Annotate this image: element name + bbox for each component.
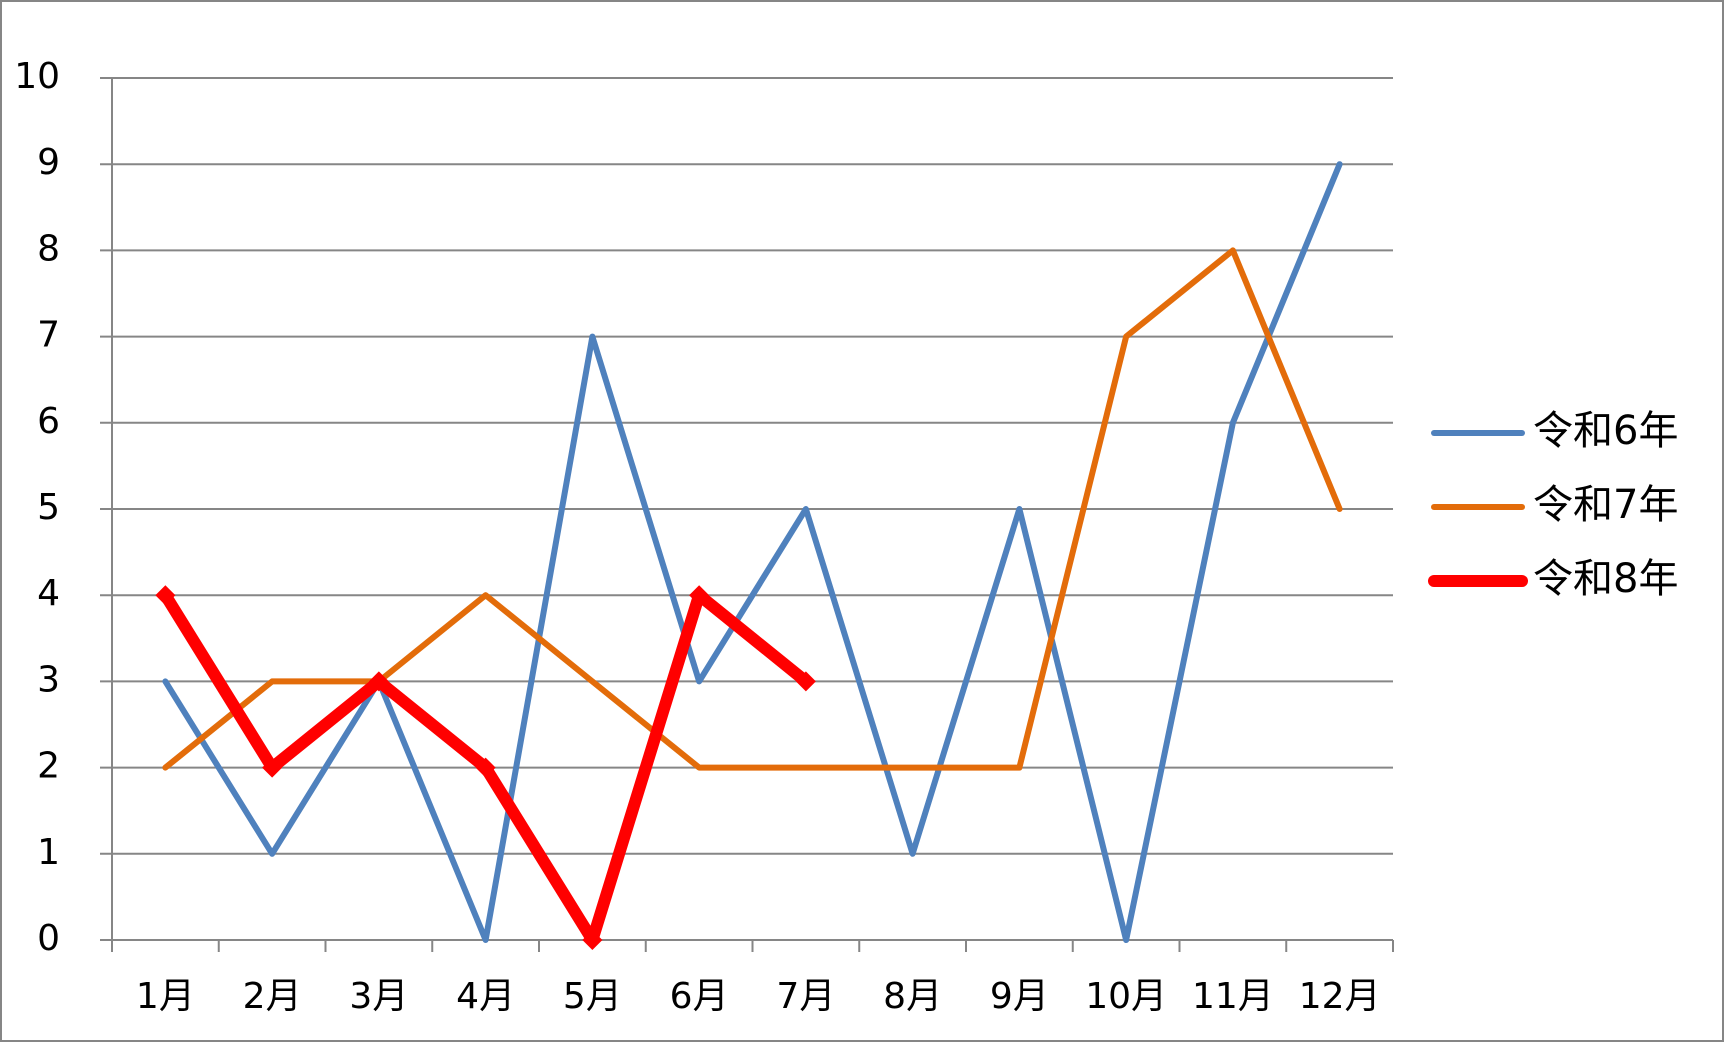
y-tick-label: 6 xyxy=(37,401,60,442)
x-tick-label: 8月 xyxy=(883,976,942,1017)
y-tick-label: 3 xyxy=(37,659,60,700)
marker xyxy=(155,585,176,606)
x-tick-label: 9月 xyxy=(990,976,1049,1017)
x-tick-label: 1月 xyxy=(136,976,195,1017)
y-tick-label: 8 xyxy=(37,228,60,269)
marker xyxy=(582,930,603,950)
y-tick-label: 9 xyxy=(37,142,60,183)
y-tick-label: 7 xyxy=(37,315,60,356)
y-tick-label: 1 xyxy=(37,832,60,873)
marker xyxy=(689,585,710,606)
x-tick-label: 2月 xyxy=(243,976,302,1017)
marker xyxy=(368,671,389,692)
y-tick-label: 0 xyxy=(37,918,60,959)
x-tick-label: 3月 xyxy=(349,976,408,1017)
series-line xyxy=(162,247,1343,771)
legend-label: 令和7年 xyxy=(1533,482,1678,528)
legend-label: 令和6年 xyxy=(1533,408,1678,454)
x-tick-label: 6月 xyxy=(670,976,729,1017)
y-tick-label: 2 xyxy=(37,746,60,787)
x-tick-label: 4月 xyxy=(456,976,515,1017)
series-line xyxy=(162,161,1343,943)
y-tick-label: 4 xyxy=(37,573,60,614)
marker xyxy=(795,671,816,692)
marker xyxy=(262,757,283,778)
y-tick-label: 5 xyxy=(37,487,60,528)
x-tick-label: 12月 xyxy=(1299,976,1381,1017)
x-tick-label: 10月 xyxy=(1085,976,1167,1017)
x-tick-label: 11月 xyxy=(1192,976,1274,1017)
legend-label: 令和8年 xyxy=(1533,556,1678,602)
marker xyxy=(475,757,496,778)
y-tick-label: 10 xyxy=(14,56,60,97)
x-tick-label: 5月 xyxy=(563,976,622,1017)
x-tick-label: 7月 xyxy=(776,976,835,1017)
